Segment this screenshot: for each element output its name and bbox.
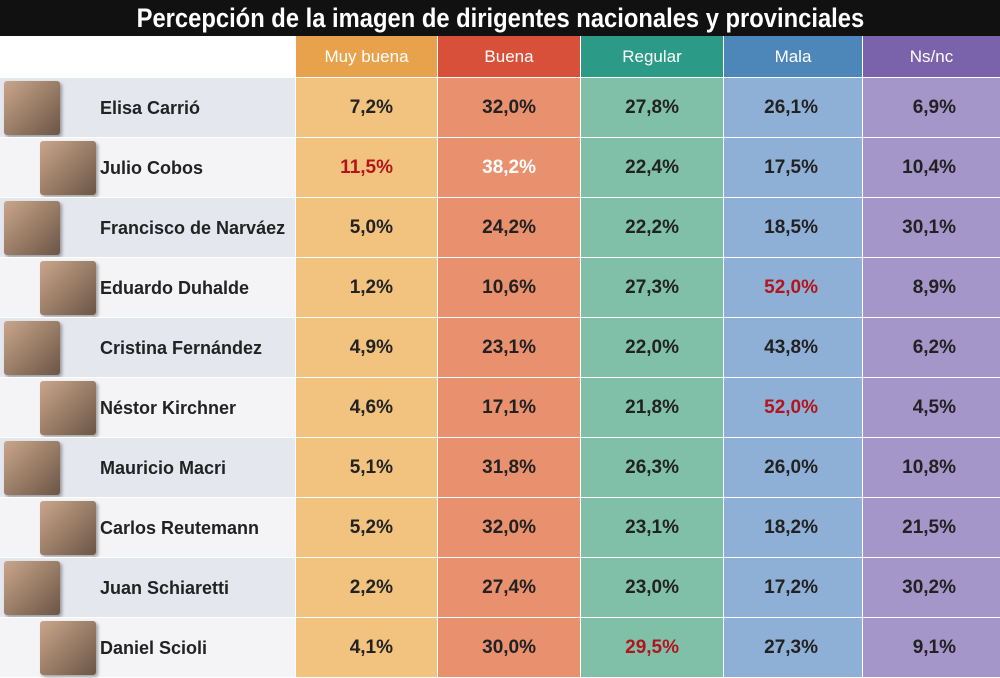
value-cell: 26,3% [580, 437, 723, 497]
value-cell: 4,5% [862, 377, 1000, 437]
row-label: Daniel Scioli [0, 617, 295, 677]
value-cell: 8,9% [862, 257, 1000, 317]
row-label: Juan Schiaretti [0, 557, 295, 617]
row-label: Mauricio Macri [0, 437, 295, 497]
portrait [4, 441, 60, 495]
value-cell: 7,2% [295, 77, 437, 137]
value-cell: 5,2% [295, 497, 437, 557]
column-header: Ns/nc [862, 36, 1000, 77]
value-cell: 9,1% [862, 617, 1000, 677]
value-cell: 27,3% [723, 617, 862, 677]
column-header: Regular [580, 36, 723, 77]
value-cell: 4,1% [295, 617, 437, 677]
value-cell: 27,3% [580, 257, 723, 317]
value-cell: 17,1% [437, 377, 580, 437]
value-cell: 5,0% [295, 197, 437, 257]
value-cell: 27,4% [437, 557, 580, 617]
value-cell: 52,0% [723, 377, 862, 437]
row-label: Néstor Kirchner [0, 377, 295, 437]
row-label: Eduardo Duhalde [0, 257, 295, 317]
value-cell: 21,5% [862, 497, 1000, 557]
value-cell: 26,1% [723, 77, 862, 137]
value-cell: 4,9% [295, 317, 437, 377]
person-name: Juan Schiaretti [100, 578, 230, 598]
person-name: Eduardo Duhalde [100, 278, 250, 298]
value-cell: 27,8% [580, 77, 723, 137]
row-label: Elisa Carrió [0, 77, 295, 137]
value-cell: 22,0% [580, 317, 723, 377]
value-cell: 2,2% [295, 557, 437, 617]
row-label: Francisco de Narváez [0, 197, 295, 257]
value-cell: 17,5% [723, 137, 862, 197]
row-label: Cristina Fernández [0, 317, 295, 377]
value-cell: 11,5% [295, 137, 437, 197]
portrait [40, 621, 96, 675]
table: Muy buena Buena Regular Mala Ns/nc Elisa Carr… [0, 36, 1000, 677]
portrait [40, 261, 96, 315]
value-cell: 30,1% [862, 197, 1000, 257]
value-cell: 38,2% [437, 137, 580, 197]
value-cell: 6,9% [862, 77, 1000, 137]
portrait [4, 201, 60, 255]
person-name: Mauricio Macri [100, 458, 227, 478]
value-cell: 5,1% [295, 437, 437, 497]
value-cell: 4,6% [295, 377, 437, 437]
value-cell: 22,2% [580, 197, 723, 257]
value-cell: 23,0% [580, 557, 723, 617]
value-cell: 32,0% [437, 77, 580, 137]
value-cell: 32,0% [437, 497, 580, 557]
value-cell: 10,8% [862, 437, 1000, 497]
portrait [40, 501, 96, 555]
value-cell: 22,4% [580, 137, 723, 197]
value-cell: 52,0% [723, 257, 862, 317]
column-header: Mala [723, 36, 862, 77]
title: Percepción de la imagen de dirigentes na… [136, 3, 864, 33]
person-name: Francisco de Narváez [100, 218, 286, 238]
value-cell: 43,8% [723, 317, 862, 377]
value-cell: 18,2% [723, 497, 862, 557]
value-cell: 29,5% [580, 617, 723, 677]
row-label: Carlos Reutemann [0, 497, 295, 557]
portrait [4, 561, 60, 615]
person-name: Julio Cobos [100, 158, 203, 178]
value-cell: 23,1% [437, 317, 580, 377]
row-label: Julio Cobos [0, 137, 295, 197]
value-cell: 18,5% [723, 197, 862, 257]
person-name: Elisa Carrió [100, 98, 201, 118]
value-cell: 10,4% [862, 137, 1000, 197]
person-name: Cristina Fernández [100, 338, 263, 358]
portrait [4, 81, 60, 135]
portrait [40, 141, 96, 195]
column-header: Muy buena [295, 36, 437, 77]
value-cell: 30,2% [862, 557, 1000, 617]
portrait [40, 381, 96, 435]
value-cell: 17,2% [723, 557, 862, 617]
portrait [4, 321, 60, 375]
value-cell: 31,8% [437, 437, 580, 497]
value-cell: 6,2% [862, 317, 1000, 377]
value-cell: 30,0% [437, 617, 580, 677]
column-header: Buena [437, 36, 580, 77]
value-cell: 24,2% [437, 197, 580, 257]
value-cell: 1,2% [295, 257, 437, 317]
person-name: Daniel Scioli [100, 638, 208, 658]
value-cell: 10,6% [437, 257, 580, 317]
value-cell: 21,8% [580, 377, 723, 437]
title-bar: Percepción de la imagen de dirigentes na… [0, 0, 1000, 36]
value-cell: 26,0% [723, 437, 862, 497]
person-name: Carlos Reutemann [100, 518, 260, 538]
person-name: Néstor Kirchner [100, 398, 237, 418]
value-cell: 23,1% [580, 497, 723, 557]
